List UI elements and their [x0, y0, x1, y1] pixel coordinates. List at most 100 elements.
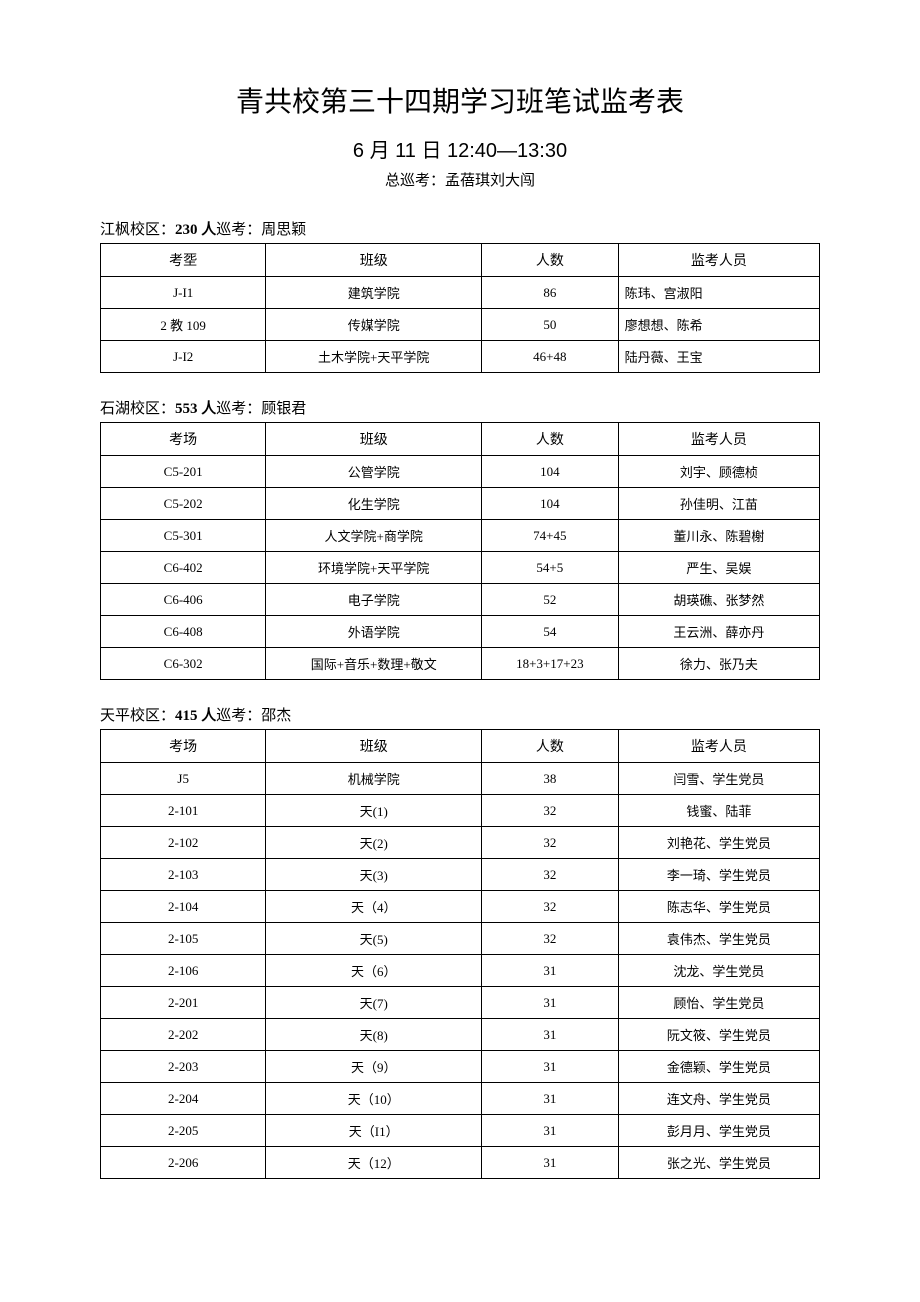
cell-staff: 严生、吴娱: [618, 552, 819, 584]
cell-staff: 阮文筱、学生党员: [618, 1019, 819, 1051]
cell-staff: 陈志华、学生党员: [618, 891, 819, 923]
cell-class: 化生学院: [266, 488, 482, 520]
cell-room: J-I2: [101, 341, 266, 373]
cell-class: 外语学院: [266, 616, 482, 648]
section-header-shihu: 石湖校区：553 人巡考：顾银君: [100, 397, 820, 418]
table-row: C5-202化生学院104孙佳明、江苗: [101, 488, 820, 520]
cell-class: 公管学院: [266, 456, 482, 488]
cell-room: J-I1: [101, 277, 266, 309]
cell-staff: 金德颖、学生党员: [618, 1051, 819, 1083]
cell-class: 天(8): [266, 1019, 482, 1051]
cell-staff: 张之光、学生党员: [618, 1147, 819, 1179]
cell-room: C5-201: [101, 456, 266, 488]
cell-count: 50: [482, 309, 619, 341]
cell-class: 土木学院+天平学院: [266, 341, 482, 373]
cell-count: 31: [482, 1083, 619, 1115]
col-room: 考场: [101, 423, 266, 456]
campus-patrol: 巡考：邵杰: [216, 708, 291, 724]
cell-room: 2-205: [101, 1115, 266, 1147]
table-row: C6-302国际+音乐+数理+敬文18+3+17+23徐力、张乃夫: [101, 648, 820, 680]
col-room: 考㘸: [101, 244, 266, 277]
cell-class: 电子学院: [266, 584, 482, 616]
cell-class: 天(3): [266, 859, 482, 891]
campus-count: 553 人: [175, 401, 216, 417]
cell-staff: 李一琦、学生党员: [618, 859, 819, 891]
cell-class: 环境学院+天平学院: [266, 552, 482, 584]
table-row: 2-102天(2)32刘艳花、学生党员: [101, 827, 820, 859]
cell-class: 天（10）: [266, 1083, 482, 1115]
campus-label: 石湖校区：: [100, 401, 175, 417]
cell-count: 54: [482, 616, 619, 648]
cell-count: 32: [482, 923, 619, 955]
table-row: 2-106天（6）31沈龙、学生党员: [101, 955, 820, 987]
cell-class: 天(1): [266, 795, 482, 827]
table-row: J-I2土木学院+天平学院46+48陆丹薇、王宝: [101, 341, 820, 373]
cell-staff: 孙佳明、江苗: [618, 488, 819, 520]
campus-count: 415 人: [175, 708, 216, 724]
cell-staff: 刘宇、顾德桢: [618, 456, 819, 488]
cell-count: 31: [482, 1115, 619, 1147]
table-row: 2-205天（I1）31彭月月、学生党员: [101, 1115, 820, 1147]
table-row: 2 教 109传媒学院50廖想想、陈希: [101, 309, 820, 341]
cell-count: 31: [482, 1051, 619, 1083]
table-row: C6-402环境学院+天平学院54+5严生、吴娱: [101, 552, 820, 584]
cell-room: 2-106: [101, 955, 266, 987]
cell-class: 天(7): [266, 987, 482, 1019]
cell-room: 2-104: [101, 891, 266, 923]
cell-staff: 闫雪、学生党员: [618, 763, 819, 795]
col-staff: 监考人员: [618, 423, 819, 456]
cell-count: 74+45: [482, 520, 619, 552]
table-header-row: 考场班级人数监考人员: [101, 730, 820, 763]
table-row: J5机械学院38闫雪、学生党员: [101, 763, 820, 795]
cell-room: C5-202: [101, 488, 266, 520]
section-header-tianping: 天平校区：415 人巡考：邵杰: [100, 704, 820, 725]
document-subtitle: 6 月 11 日 12:40—13:30: [100, 134, 820, 163]
cell-count: 31: [482, 955, 619, 987]
col-room: 考场: [101, 730, 266, 763]
cell-staff: 胡瑛礁、张梦然: [618, 584, 819, 616]
campus-label: 江枫校区：: [100, 222, 175, 238]
document-title: 青共校第三十四期学习班笔试监考表: [100, 80, 820, 120]
cell-room: 2-204: [101, 1083, 266, 1115]
cell-room: C6-408: [101, 616, 266, 648]
cell-class: 天（4）: [266, 891, 482, 923]
cell-count: 31: [482, 1147, 619, 1179]
cell-staff: 顾怡、学生党员: [618, 987, 819, 1019]
cell-count: 32: [482, 891, 619, 923]
col-staff: 监考人员: [618, 244, 819, 277]
cell-room: 2 教 109: [101, 309, 266, 341]
campus-label: 天平校区：: [100, 708, 175, 724]
table-row: C6-406电子学院52胡瑛礁、张梦然: [101, 584, 820, 616]
cell-staff: 袁伟杰、学生党员: [618, 923, 819, 955]
cell-count: 38: [482, 763, 619, 795]
cell-class: 人文学院+商学院: [266, 520, 482, 552]
cell-staff: 陆丹薇、王宝: [618, 341, 819, 373]
table-header-row: 考场班级人数监考人员: [101, 423, 820, 456]
cell-class: 机械学院: [266, 763, 482, 795]
cell-room: 2-101: [101, 795, 266, 827]
cell-room: 2-203: [101, 1051, 266, 1083]
cell-count: 32: [482, 859, 619, 891]
cell-room: 2-102: [101, 827, 266, 859]
cell-room: 2-206: [101, 1147, 266, 1179]
cell-staff: 沈龙、学生党员: [618, 955, 819, 987]
cell-room: J5: [101, 763, 266, 795]
campus-patrol: 巡考：周思颖: [216, 222, 306, 238]
table-row: 2-204天（10）31连文舟、学生党员: [101, 1083, 820, 1115]
campus-count: 230 人: [175, 222, 216, 238]
cell-count: 104: [482, 456, 619, 488]
table-row: 2-201天(7)31顾怡、学生党员: [101, 987, 820, 1019]
col-class: 班级: [266, 423, 482, 456]
table-row: 2-202天(8)31阮文筱、学生党员: [101, 1019, 820, 1051]
exam-table-shihu: 考场班级人数监考人员C5-201公管学院104刘宇、顾德桢C5-202化生学院1…: [100, 422, 820, 680]
cell-room: 2-105: [101, 923, 266, 955]
cell-staff: 连文舟、学生党员: [618, 1083, 819, 1115]
cell-room: 2-201: [101, 987, 266, 1019]
cell-class: 天（9）: [266, 1051, 482, 1083]
cell-count: 31: [482, 987, 619, 1019]
cell-class: 天（I1）: [266, 1115, 482, 1147]
col-count: 人数: [482, 730, 619, 763]
cell-count: 46+48: [482, 341, 619, 373]
exam-table-jiangfeng: 考㘸班级人数监考人员J-I1建筑学院86陈玮、宫淑阳2 教 109传媒学院50廖…: [100, 243, 820, 373]
table-header-row: 考㘸班级人数监考人员: [101, 244, 820, 277]
